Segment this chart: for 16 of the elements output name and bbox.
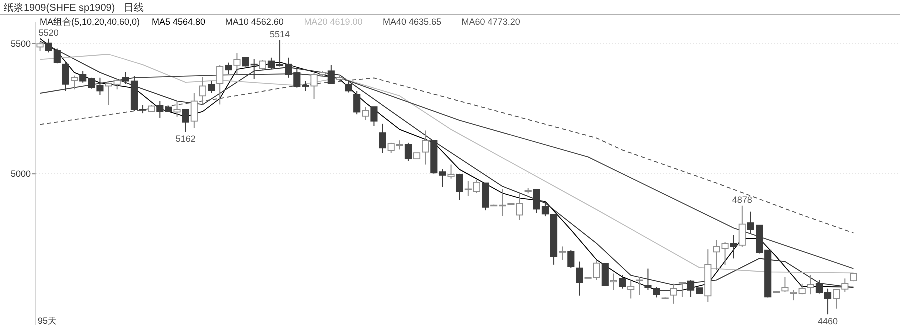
- annotation: 4878: [732, 194, 752, 205]
- annotation: 4460: [818, 316, 838, 327]
- annotation: 95天: [38, 316, 58, 326]
- legend-item: MA20 4619.00: [304, 17, 363, 27]
- annotation: 5520: [38, 28, 59, 38]
- ytick: 5000: [10, 169, 31, 180]
- title: 纸浆1909(SHFE sp1909): [4, 3, 116, 14]
- annotation: 5162: [176, 134, 196, 144]
- annotation: 日线: [124, 3, 144, 14]
- legend-item: MA60 4773.20: [462, 17, 520, 27]
- annotation: 5514: [270, 29, 290, 40]
- ytick: 5500: [10, 39, 31, 50]
- legend-item: MA10 4562.60: [225, 17, 284, 27]
- subtitle: MA组合(5,10,20,40,60,0): [40, 17, 140, 27]
- legend-item: MA40 4635.65: [383, 17, 442, 27]
- legend-item: MA5 4564.80: [152, 17, 206, 27]
